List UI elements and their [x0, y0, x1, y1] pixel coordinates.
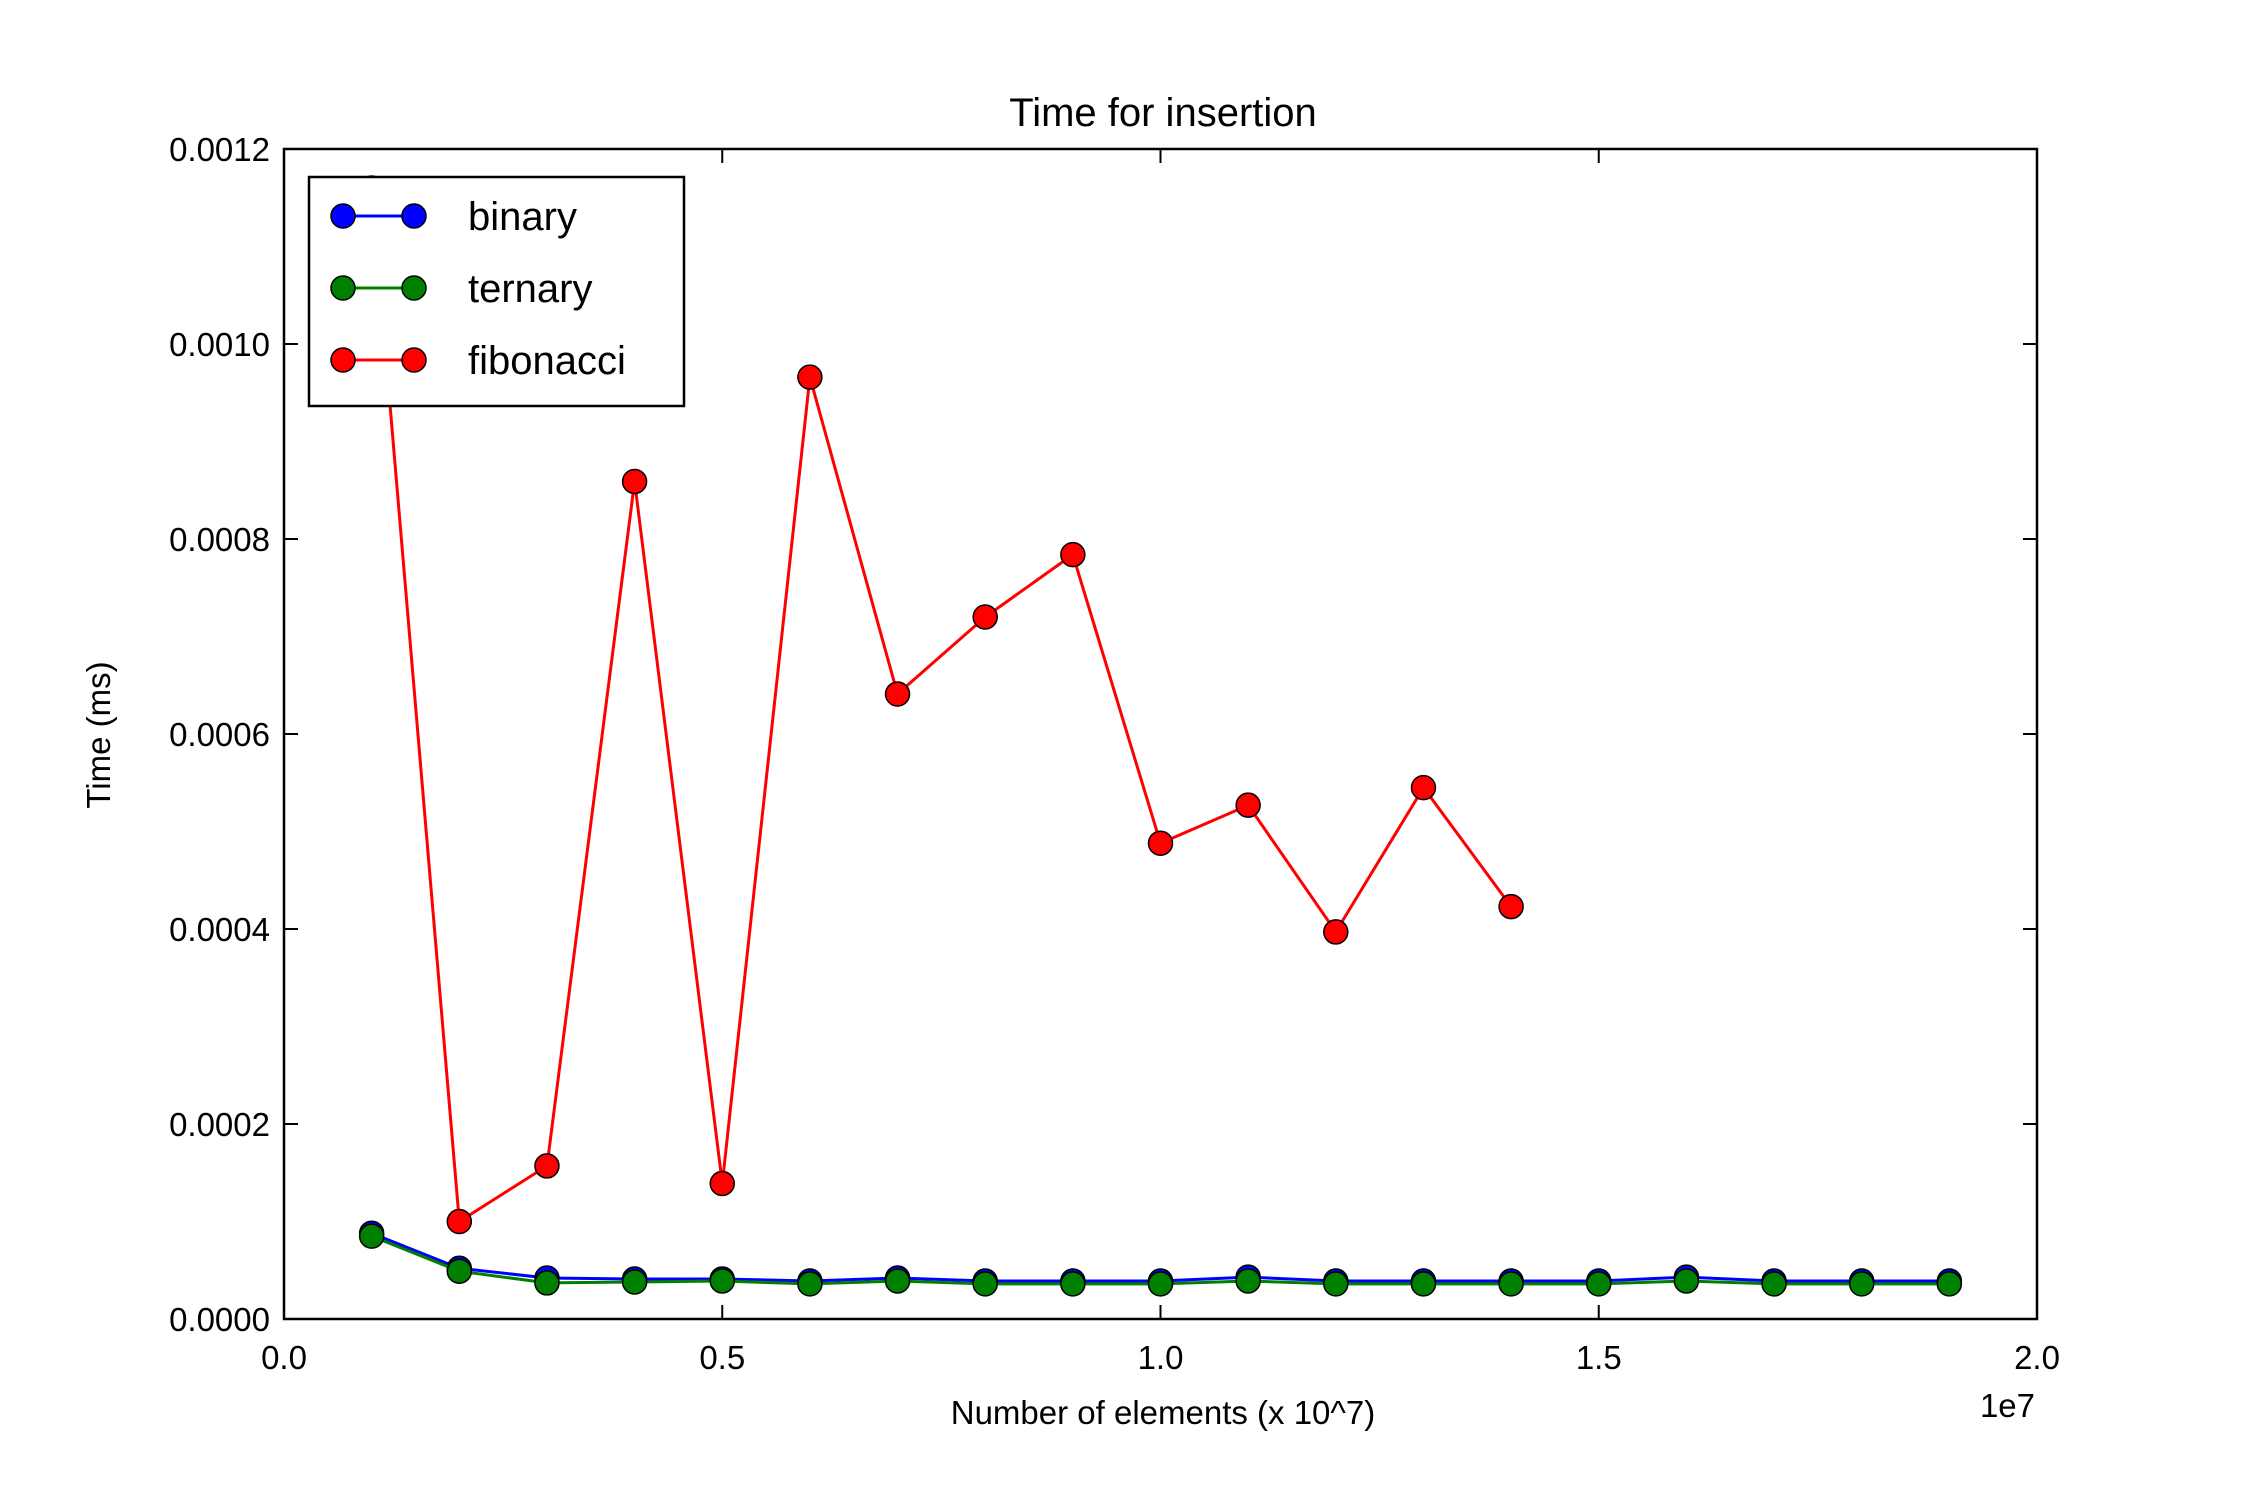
- plot-frame: [282, 147, 2039, 1321]
- y-tick-label: 0.0002: [169, 1106, 270, 1143]
- data-point-ternary: [1936, 1271, 1963, 1297]
- data-point-ternary: [1410, 1271, 1437, 1297]
- y-axis-label: Time (ms): [80, 661, 117, 808]
- legend-marker: [330, 203, 356, 229]
- data-point-ternary: [1586, 1271, 1612, 1297]
- data-point-fibonacci: [1147, 830, 1174, 856]
- legend-marker: [401, 275, 427, 301]
- data-point-fibonacci: [534, 1153, 560, 1179]
- legend-label: fibonacci: [468, 339, 626, 383]
- legend-marker: [330, 347, 356, 373]
- y-tick-label: 0.0012: [169, 131, 270, 168]
- x-tick-label: 2.0: [2014, 1339, 2060, 1376]
- data-point-fibonacci: [884, 681, 911, 707]
- data-point-fibonacci: [1410, 774, 1437, 801]
- data-point-fibonacci: [972, 604, 998, 630]
- legend-marker: [401, 347, 427, 373]
- series-ternary: [358, 1223, 1963, 1297]
- data-point-ternary: [1147, 1271, 1174, 1297]
- legend-entry-fibonacci: fibonacci: [330, 339, 626, 383]
- data-point-fibonacci: [446, 1208, 473, 1235]
- y-tick-label: 0.0004: [169, 911, 270, 948]
- data-point-ternary: [797, 1271, 823, 1297]
- legend-label: binary: [468, 195, 577, 239]
- data-point-ternary: [884, 1268, 911, 1294]
- y-tick-label: 0.0006: [169, 716, 270, 753]
- data-point-fibonacci: [621, 468, 648, 495]
- y-tick-label: 0.0008: [169, 521, 270, 558]
- data-point-fibonacci: [1323, 919, 1349, 945]
- chart-title: Time for insertion: [1009, 91, 1317, 135]
- x-axis-offset-text: 1e7: [1980, 1387, 2035, 1424]
- data-point-fibonacci: [1498, 893, 1524, 920]
- x-tick-label: 1.5: [1576, 1339, 1622, 1376]
- data-point-ternary: [446, 1258, 473, 1284]
- data-point-ternary: [1060, 1271, 1086, 1297]
- data-point-ternary: [1673, 1268, 1700, 1294]
- data-point-fibonacci: [797, 364, 823, 390]
- x-tick-label: 0.5: [699, 1339, 745, 1376]
- data-point-ternary: [1498, 1271, 1524, 1297]
- x-tick-label: 0.0: [261, 1339, 307, 1376]
- legend-marker: [330, 275, 356, 301]
- legend: binary ternary fibonacci: [307, 175, 686, 408]
- data-point-ternary: [972, 1271, 998, 1297]
- y-tick-label: 0.0000: [169, 1301, 270, 1338]
- x-tick-label: 1.0: [1138, 1339, 1184, 1376]
- series-line-fibonacci: [370, 187, 1513, 1225]
- legend-marker: [401, 203, 427, 229]
- data-point-ternary: [621, 1269, 648, 1295]
- data-point-fibonacci: [1235, 792, 1261, 818]
- data-point-ternary: [358, 1223, 385, 1249]
- legend-entry-ternary: ternary: [330, 267, 593, 311]
- data-point-ternary: [534, 1270, 560, 1296]
- x-axis-label: Number of elements (x 10^7): [951, 1394, 1376, 1431]
- legend-label: ternary: [468, 267, 593, 311]
- y-tick-label: 0.0010: [169, 326, 270, 363]
- legend-entry-binary: binary: [330, 195, 577, 239]
- data-point-ternary: [1848, 1271, 1875, 1297]
- data-point-fibonacci: [1060, 541, 1086, 568]
- data-point-ternary: [1323, 1271, 1349, 1297]
- axis-ticks: 0.0 0.5 1.0 1.5 2.0 0.0000 0.0002 0.0004 0.0006 0…: [169, 131, 2060, 1376]
- data-point-fibonacci: [709, 1170, 735, 1197]
- data-point-ternary: [1235, 1268, 1261, 1294]
- data-point-ternary: [709, 1268, 735, 1294]
- data-point-ternary: [1761, 1271, 1787, 1297]
